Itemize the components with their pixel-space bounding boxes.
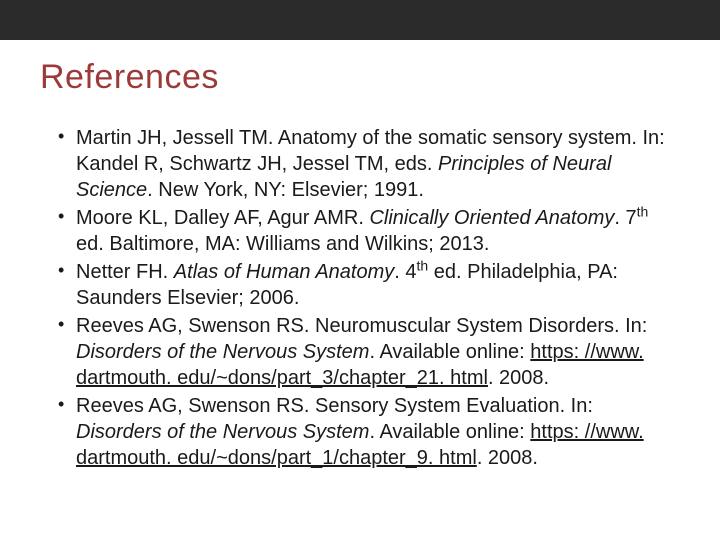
ref-text: . 2008. bbox=[488, 367, 549, 389]
ref-text: Moore KL, Dalley AF, Agur AMR. bbox=[76, 207, 369, 229]
ref-text: ed. Baltimore, MA: Williams and Wilkins;… bbox=[76, 233, 489, 255]
slide-content: References Martin JH, Jessell TM. Anatom… bbox=[0, 40, 720, 493]
ref-text: . 7 bbox=[614, 207, 636, 229]
list-item: Moore KL, Dalley AF, Agur AMR. Clinicall… bbox=[58, 205, 680, 257]
ref-italic: Disorders of the Nervous System bbox=[76, 341, 369, 363]
list-item: Reeves AG, Swenson RS. Neuromuscular Sys… bbox=[58, 313, 680, 391]
page-title: References bbox=[40, 58, 680, 97]
ref-italic: Disorders of the Nervous System bbox=[76, 421, 369, 443]
ref-text: . Available online: bbox=[369, 341, 530, 363]
references-list: Martin JH, Jessell TM. Anatomy of the so… bbox=[40, 125, 680, 471]
ref-text: . Available online: bbox=[369, 421, 530, 443]
list-item: Martin JH, Jessell TM. Anatomy of the so… bbox=[58, 125, 680, 203]
list-item: Netter FH. Atlas of Human Anatomy. 4th e… bbox=[58, 259, 680, 311]
ref-italic: Clinically Oriented Anatomy bbox=[369, 207, 614, 229]
top-bar bbox=[0, 0, 720, 40]
ref-italic: Atlas of Human Anatomy bbox=[174, 261, 394, 283]
ref-superscript: th bbox=[417, 257, 429, 273]
ref-text: . 4 bbox=[394, 261, 416, 283]
ref-text: Reeves AG, Swenson RS. Neuromuscular Sys… bbox=[76, 315, 647, 337]
ref-text: Netter FH. bbox=[76, 261, 174, 283]
ref-text: . 2008. bbox=[477, 447, 538, 469]
ref-superscript: th bbox=[637, 203, 649, 219]
ref-text: Reeves AG, Swenson RS. Sensory System Ev… bbox=[76, 395, 593, 417]
ref-text: . New York, NY: Elsevier; 1991. bbox=[147, 179, 424, 201]
list-item: Reeves AG, Swenson RS. Sensory System Ev… bbox=[58, 393, 680, 471]
